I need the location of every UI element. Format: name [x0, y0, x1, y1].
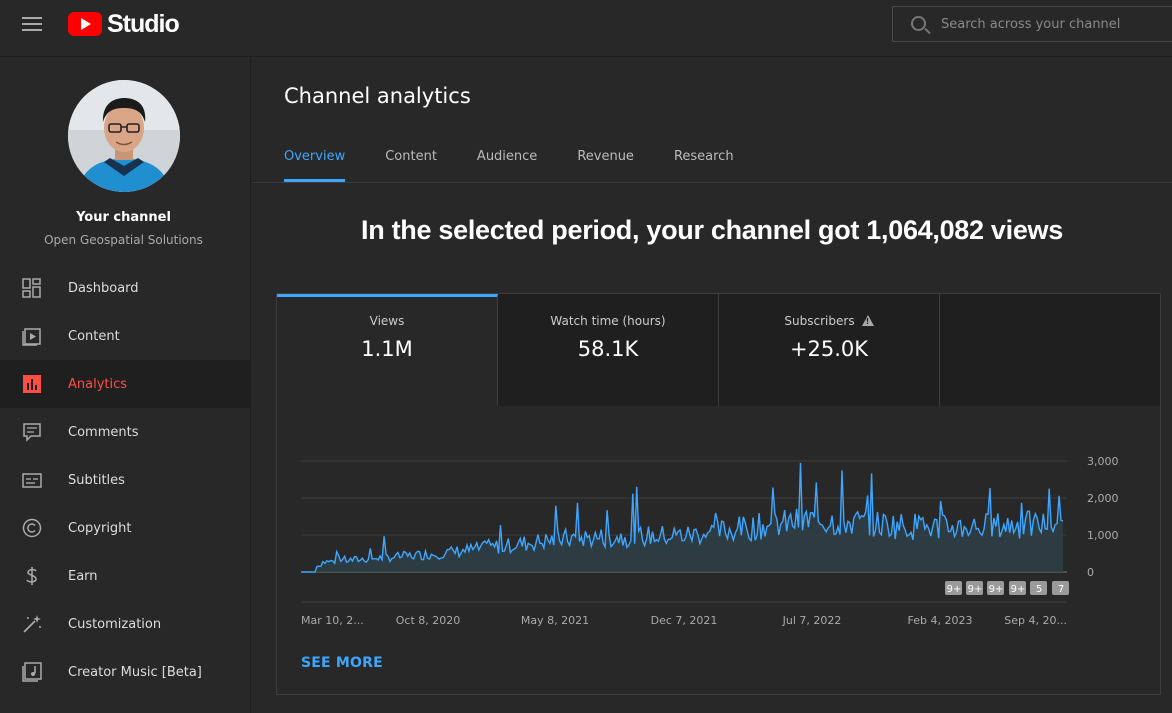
sidebar-item-dashboard[interactable]: Dashboard: [0, 264, 251, 312]
x-tick-label: Sep 4, 20...: [1004, 614, 1067, 627]
x-tick-label: Oct 8, 2020: [396, 614, 461, 627]
analytics-icon: [23, 375, 41, 393]
subtitles-icon: [22, 473, 42, 488]
sidebar-item-earn[interactable]: Earn: [0, 552, 251, 600]
copyright-icon: [22, 518, 42, 538]
metric-label: Views: [369, 314, 405, 328]
headline: In the selected period, your channel got…: [361, 215, 1063, 245]
metric-label: Watch time (hours): [550, 314, 666, 328]
annotation-badge: [945, 581, 962, 595]
annotation-badge-label: 7: [1058, 584, 1064, 595]
page-title: Channel analytics: [284, 84, 471, 108]
sidebar-item-label: Copyright: [68, 520, 132, 536]
channel-title: Your channel: [76, 210, 171, 225]
sidebar-nav: Dashboard Content Analytics: [0, 264, 251, 696]
x-tick-label: Feb 4, 2023: [908, 614, 973, 627]
avatar[interactable]: [68, 80, 180, 192]
logo-text: Studio: [107, 9, 180, 38]
sidebar-item-label: Content: [68, 328, 120, 344]
tab-overview[interactable]: Overview: [284, 149, 346, 182]
tab-audience[interactable]: Audience: [476, 149, 538, 164]
x-tick-label: May 8, 2021: [521, 614, 589, 627]
youtube-play-icon: [68, 12, 102, 36]
analytics-tabs: Overview Content Audience Revenue Resear…: [284, 149, 774, 182]
channel-name: Open Geospatial Solutions: [44, 233, 203, 247]
metric-subscribers[interactable]: Subscribers +25.0K: [719, 294, 940, 406]
sidebar-item-label: Dashboard: [68, 280, 139, 296]
metric-value: 58.1K: [577, 337, 639, 361]
y-tick-label: 1,000: [1087, 529, 1119, 542]
y-tick-label: 3,000: [1087, 455, 1119, 468]
customization-icon: [23, 615, 41, 633]
annotation-badge-label: 9+: [947, 584, 962, 595]
dashboard-icon: [22, 278, 41, 298]
sidebar-item-label: Customization: [68, 616, 162, 632]
annotation-badge: [987, 581, 1004, 595]
views-chart[interactable]: 3,000 2,000 1,000 0 9+ 9+ 9+ 9+ 5 7 Mar 10, 2... Oc…: [277, 406, 1160, 646]
sidebar: Your channel Open Geospatial Solutions D…: [0, 57, 251, 713]
annotation-badge: [1030, 581, 1047, 595]
sidebar-item-creator-music[interactable]: Creator Music [Beta]: [0, 648, 251, 696]
sidebar-item-label: Comments: [68, 424, 139, 440]
metric-tabs: Views 1.1M Watch time (hours) 58.1K Subs…: [277, 294, 1160, 406]
tab-research[interactable]: Research: [673, 149, 734, 164]
creator-music-icon: [22, 662, 42, 682]
views-line: [301, 462, 1064, 573]
main-content: Channel analytics Overview Content Audie…: [252, 57, 1172, 713]
x-tick-label: Mar 10, 2...: [301, 614, 364, 627]
annotation-badge-label: 5: [1036, 584, 1042, 595]
overview-card: Views 1.1M Watch time (hours) 58.1K Subs…: [276, 293, 1161, 695]
search-box[interactable]: [892, 6, 1172, 42]
search-input[interactable]: [941, 7, 1171, 41]
metric-value: 1.1M: [361, 337, 413, 361]
y-tick-label: 2,000: [1087, 492, 1119, 505]
annotation-badge-label: 9+: [1011, 584, 1026, 595]
tabs-divider: [252, 182, 1172, 183]
sidebar-item-comments[interactable]: Comments: [0, 408, 251, 456]
sidebar-item-customization[interactable]: Customization: [0, 600, 251, 648]
metric-views[interactable]: Views 1.1M: [277, 294, 498, 406]
sidebar-item-label: Creator Music [Beta]: [68, 664, 202, 680]
sidebar-item-label: Analytics: [68, 376, 128, 392]
metric-value: +25.0K: [789, 337, 869, 361]
studio-logo[interactable]: Studio: [68, 9, 180, 38]
y-tick-label: 0: [1087, 566, 1094, 579]
tab-revenue[interactable]: Revenue: [577, 149, 634, 164]
sidebar-item-subtitles[interactable]: Subtitles: [0, 456, 251, 504]
annotation-badge-label: 9+: [989, 584, 1004, 595]
warning-icon[interactable]: [861, 315, 874, 326]
earn-icon: [26, 567, 37, 585]
sidebar-item-content[interactable]: Content: [0, 312, 251, 360]
sidebar-item-analytics[interactable]: Analytics: [0, 360, 251, 408]
x-tick-label: Dec 7, 2021: [651, 614, 718, 627]
comments-icon: [23, 423, 41, 442]
metric-watch-time[interactable]: Watch time (hours) 58.1K: [498, 294, 719, 406]
sidebar-item-copyright[interactable]: Copyright: [0, 504, 251, 552]
x-tick-label: Jul 7, 2022: [782, 614, 842, 627]
search-icon: [911, 16, 926, 31]
annotation-badge: [1009, 581, 1026, 595]
annotation-badge: [966, 581, 983, 595]
avatar-image: [68, 80, 180, 192]
sidebar-item-label: Subtitles: [68, 472, 125, 488]
sidebar-item-label: Earn: [68, 568, 98, 584]
top-bar: Studio: [0, 0, 1172, 57]
metric-label: Subscribers: [719, 314, 939, 328]
content-icon: [22, 328, 41, 346]
metric-empty-slot: [940, 294, 1160, 406]
see-more-button[interactable]: SEE MORE: [301, 655, 383, 671]
menu-icon[interactable]: [22, 14, 42, 34]
annotation-badge-label: 9+: [968, 584, 983, 595]
annotation-badge: [1052, 581, 1069, 595]
metric-label-text: Subscribers: [784, 314, 855, 328]
tab-content[interactable]: Content: [385, 149, 437, 164]
